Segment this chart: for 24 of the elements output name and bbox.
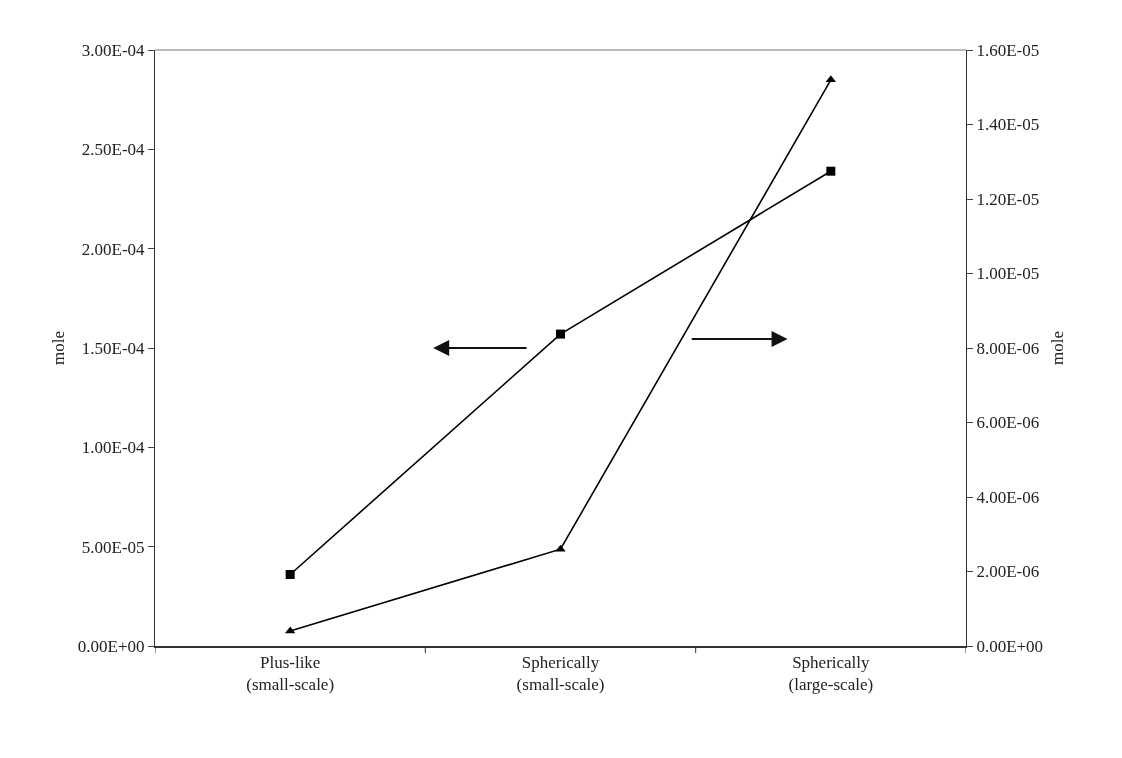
y2-tick-label: 1.00E-05 bbox=[976, 264, 1040, 284]
y-tick-label: 2.00E-04 bbox=[81, 239, 146, 259]
point bbox=[826, 166, 836, 176]
x-tick-label: Spherically (large-scale) bbox=[788, 653, 874, 695]
y-tick-label: 1.50E-04 bbox=[81, 338, 146, 358]
y-tick-label: 1.00E-04 bbox=[81, 438, 146, 458]
y2-axis-title: mole bbox=[1047, 331, 1067, 365]
y-tick-label: 0.00E+00 bbox=[77, 636, 145, 656]
y2-tick-label: 8.00E-06 bbox=[976, 338, 1040, 358]
point bbox=[285, 569, 295, 579]
y2-tick-label: 1.60E-05 bbox=[976, 40, 1040, 60]
y-tick-label: 3.00E-04 bbox=[81, 40, 146, 60]
y2-tick-label: 0.00E+00 bbox=[976, 636, 1044, 656]
y2-tick-label: 1.40E-05 bbox=[976, 115, 1040, 135]
y-tick-label: 2.50E-04 bbox=[81, 140, 146, 160]
x-tick-label: Plus-like (small-scale) bbox=[246, 653, 335, 695]
y2-tick-label: 6.00E-06 bbox=[976, 413, 1040, 433]
point bbox=[556, 329, 565, 339]
y2-tick-label: 4.00E-06 bbox=[976, 487, 1040, 507]
y-tick-label: 5.00E-05 bbox=[81, 537, 145, 557]
y2-tick-label: 2.00E-06 bbox=[976, 562, 1040, 582]
x-tick-label: Spherically (small-scale) bbox=[516, 653, 605, 695]
y2-tick-label: 1.20E-05 bbox=[976, 189, 1040, 209]
y-axis-title: mole bbox=[49, 331, 69, 365]
